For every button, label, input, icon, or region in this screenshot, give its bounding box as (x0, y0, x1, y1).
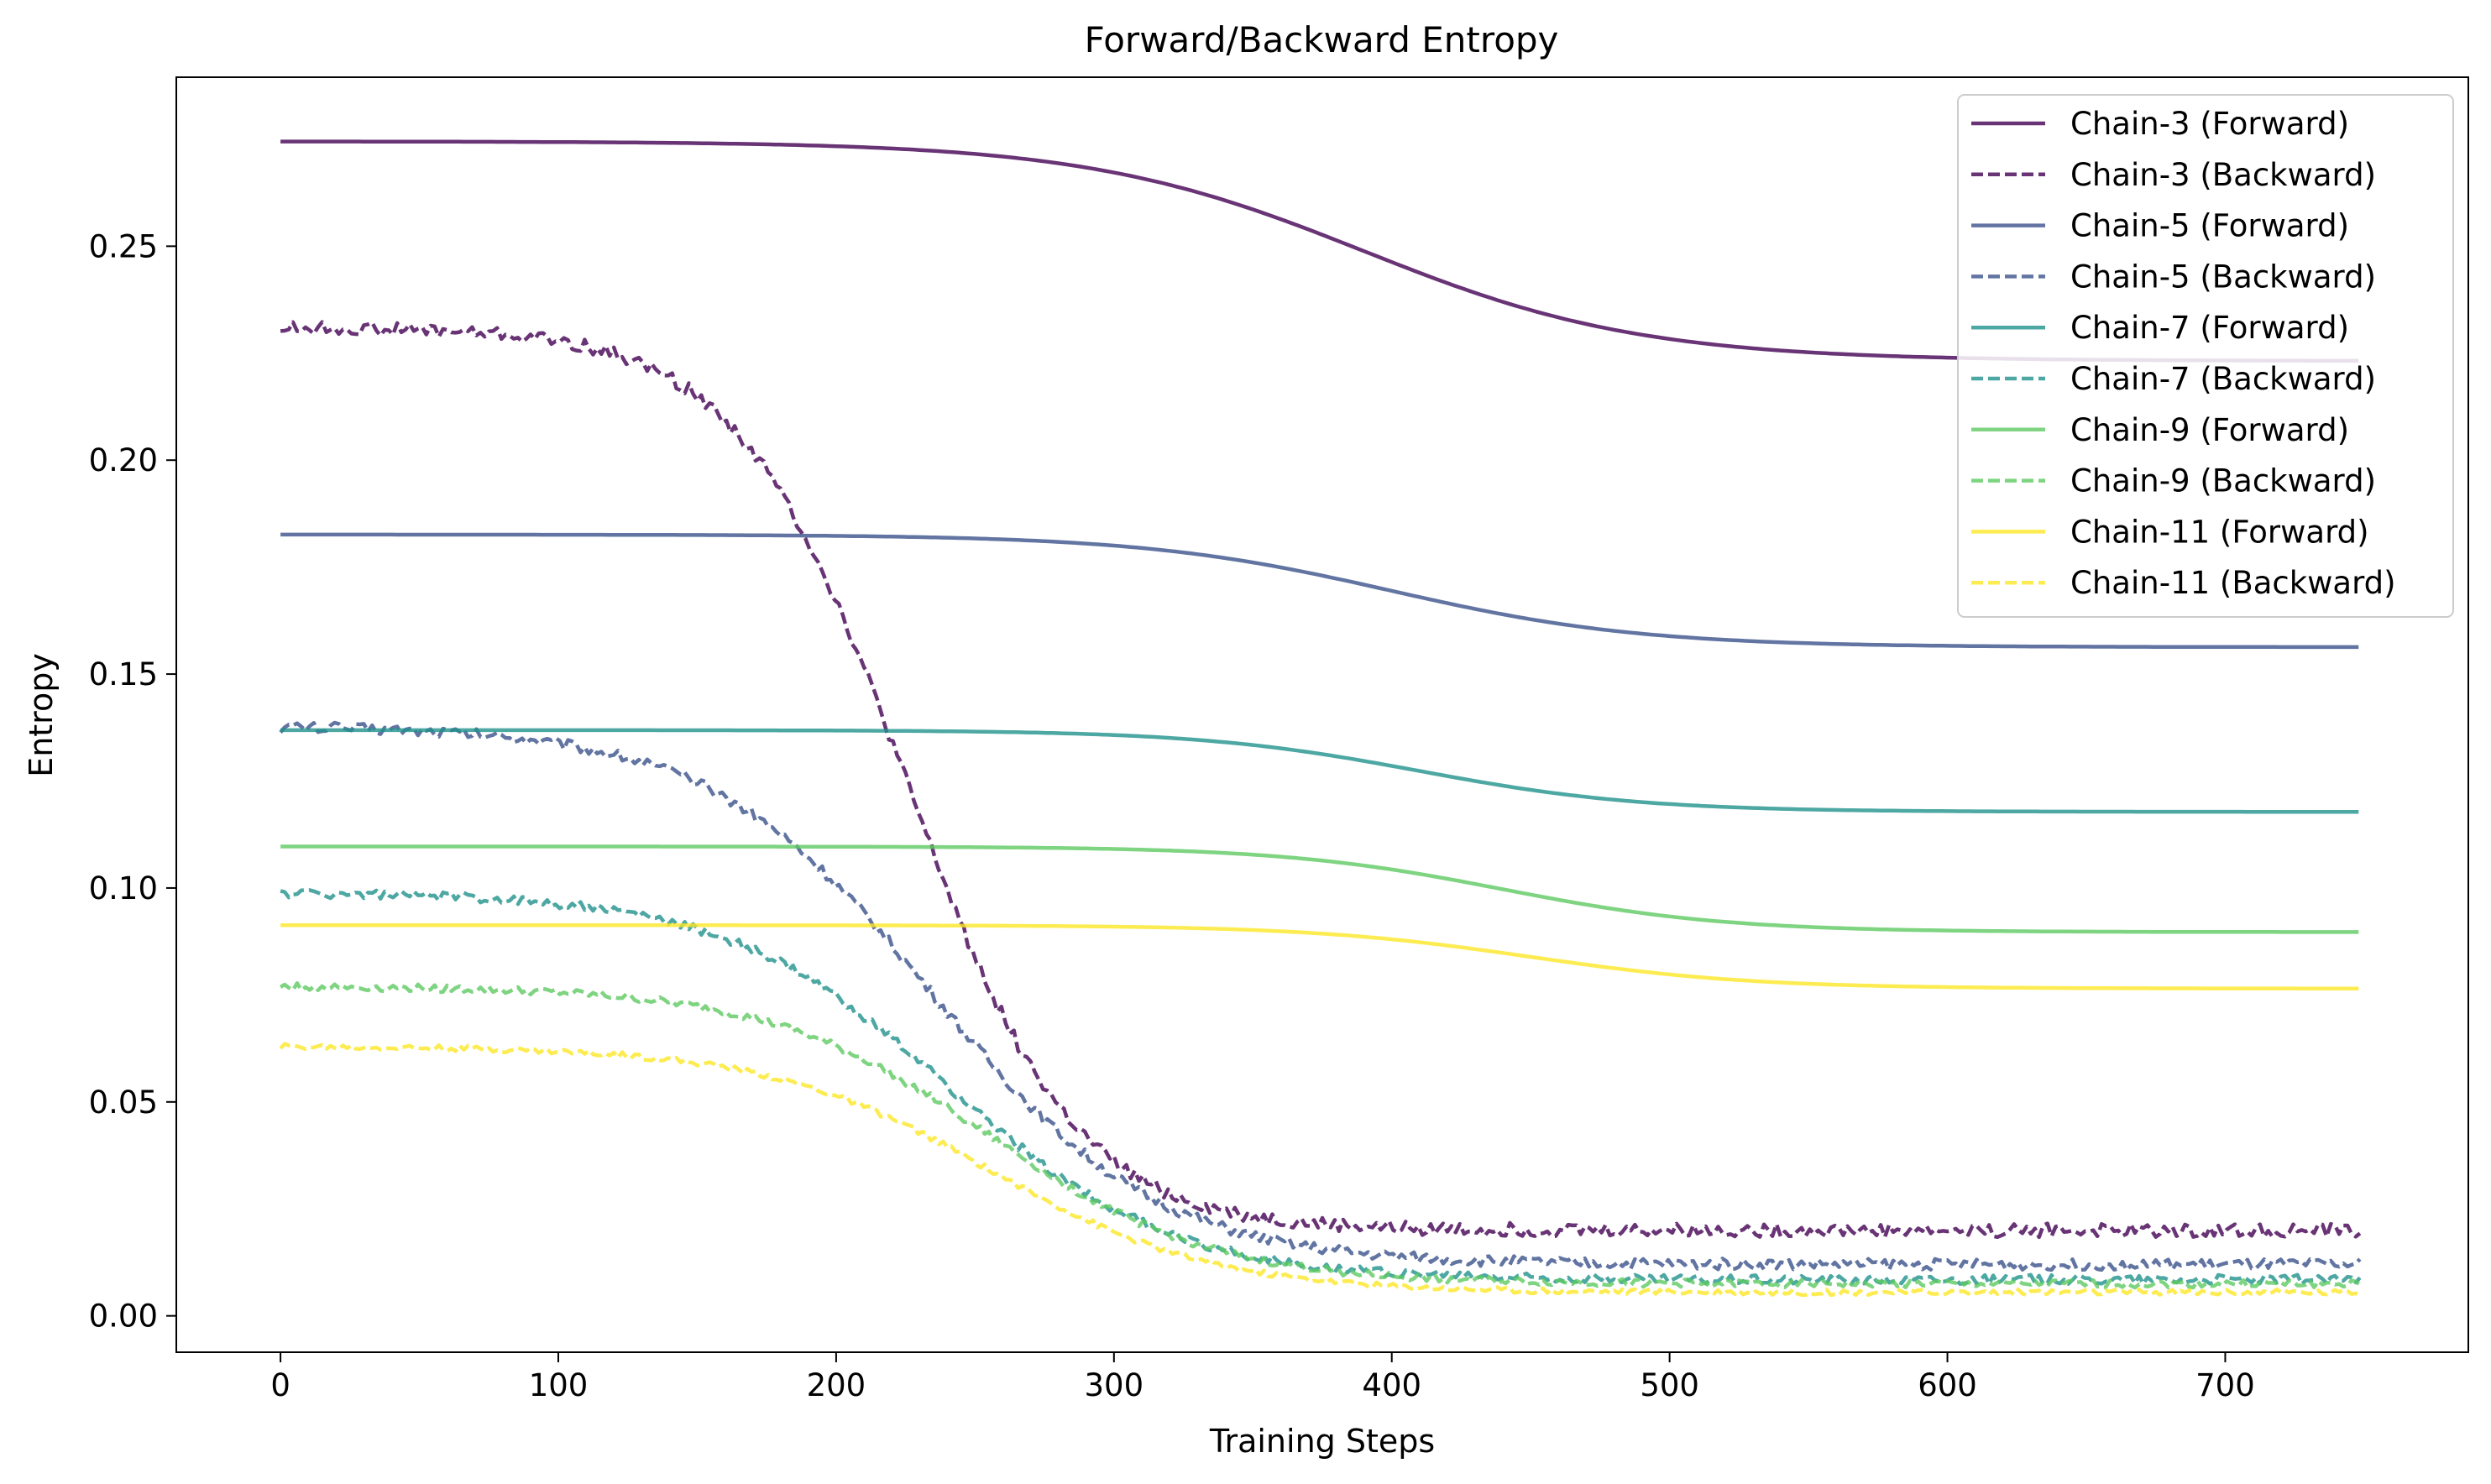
series-line-2 (280, 532, 2359, 650)
x-tick-label: 500 (1640, 1367, 1699, 1403)
legend-label-6: Chain-9 (Forward) (2070, 412, 2349, 448)
x-tick-label: 100 (529, 1367, 589, 1403)
series-line-5 (280, 888, 2362, 1287)
x-tick-label: 700 (2195, 1367, 2255, 1403)
series-line-7 (279, 981, 2362, 1290)
y-tick-label: 0.25 (89, 228, 158, 264)
y-axis-ticks: 0.00 0.05 0.10 0.15 0.20 0.25 (89, 228, 176, 1335)
series-line-9 (279, 1042, 2361, 1298)
legend-label-7: Chain-9 (Backward) (2070, 463, 2376, 499)
y-tick-label: 0.00 (89, 1298, 158, 1335)
legend-items: Chain-3 (Forward) Chain-3 (Backward) Chain… (1971, 106, 2396, 601)
legend-label-2: Chain-5 (Forward) (2070, 208, 2349, 244)
series-line-8 (280, 923, 2359, 990)
y-tick-label: 0.10 (89, 870, 158, 907)
y-tick-label: 0.05 (89, 1084, 158, 1121)
legend-label-5: Chain-7 (Backward) (2070, 361, 2376, 397)
chart-title: Forward/Backward Entropy (1085, 19, 1559, 60)
x-tick-label: 0 (270, 1367, 290, 1403)
legend-label-9: Chain-11 (Backward) (2070, 565, 2396, 601)
x-axis-label: Training Steps (1209, 1423, 1435, 1460)
x-tick-label: 200 (807, 1367, 866, 1403)
legend-label-3: Chain-5 (Backward) (2070, 259, 2376, 295)
x-tick-label: 400 (1362, 1367, 1421, 1403)
legend-frame (1957, 94, 2454, 618)
series-line-1 (280, 320, 2362, 1240)
series-line-4 (280, 728, 2359, 814)
plot-area-frame (175, 76, 2469, 1353)
x-axis-ticks: 0 100 200 300 400 500 600 700 (270, 1352, 2255, 1403)
x-tick-label: 600 (1918, 1367, 1977, 1403)
y-axis-label: Entropy (23, 653, 60, 777)
series-line-3 (279, 720, 2362, 1272)
x-tick-label: 300 (1085, 1367, 1144, 1403)
series-line-6 (280, 844, 2359, 934)
series-layer (279, 139, 2362, 1298)
legend-label-0: Chain-3 (Forward) (2070, 106, 2349, 142)
legend-label-1: Chain-3 (Backward) (2070, 157, 2376, 193)
legend-label-8: Chain-11 (Forward) (2070, 514, 2369, 550)
legend: Chain-3 (Forward) Chain-3 (Backward) Chain… (1957, 94, 2454, 618)
y-tick-label: 0.20 (89, 442, 158, 478)
y-tick-label: 0.15 (89, 656, 158, 692)
legend-label-4: Chain-7 (Forward) (2070, 310, 2349, 346)
